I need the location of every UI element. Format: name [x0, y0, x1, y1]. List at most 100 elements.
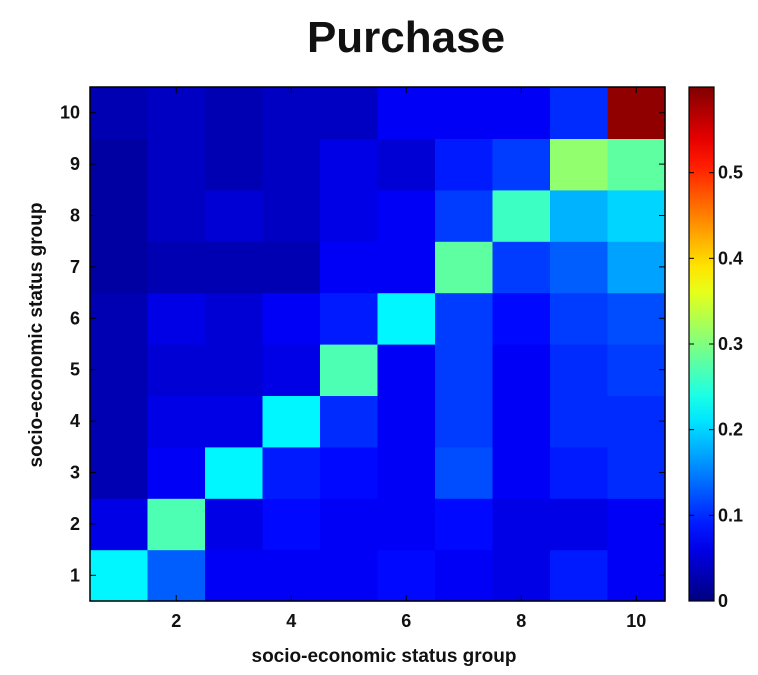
heatmap-cell-6-4 [377, 395, 436, 448]
heatmap-cell-4-7 [262, 241, 321, 294]
heatmap-cell-7-7 [435, 241, 494, 294]
heatmap-cell-5-3 [320, 446, 379, 499]
chart-title: Purchase [307, 13, 505, 62]
heatmap-cell-1-3 [90, 446, 149, 499]
heatmap-cell-9-9 [550, 138, 609, 191]
x-axis-label: socio-economic status group [252, 646, 517, 667]
y-tick-label: 7 [70, 257, 80, 277]
heatmap-cell-3-4 [205, 395, 264, 448]
heatmap-cell-1-9 [90, 138, 149, 191]
heatmap-cell-2-7 [147, 241, 206, 294]
heatmap-cell-10-4 [607, 395, 666, 448]
heatmap-cell-9-8 [550, 189, 609, 242]
heatmap-cell-1-7 [90, 241, 149, 294]
heatmap-cell-6-7 [377, 241, 436, 294]
heatmap-cell-6-8 [377, 189, 436, 242]
heatmap-cell-7-9 [435, 138, 494, 191]
heatmap-cell-3-6 [205, 292, 264, 345]
heatmap-cell-10-9 [607, 138, 666, 191]
heatmap-cell-7-5 [435, 344, 494, 396]
heatmap-cell-3-9 [205, 138, 264, 191]
heatmap-cell-8-1 [492, 549, 551, 602]
heatmap-cell-2-9 [147, 138, 206, 191]
heatmap-cell-4-10 [262, 87, 321, 139]
heatmap-cell-9-3 [550, 446, 609, 499]
heatmap-cell-10-1 [607, 549, 666, 602]
heatmap-cell-6-3 [377, 446, 436, 499]
heatmap-cell-8-5 [492, 344, 551, 396]
y-tick-label: 4 [70, 411, 80, 431]
y-tick-label: 9 [70, 154, 80, 174]
heatmap-cell-4-4 [262, 395, 321, 448]
heatmap-cell-10-7 [607, 241, 666, 294]
heatmap-cell-1-5 [90, 344, 149, 396]
heatmap-cell-2-6 [147, 292, 206, 345]
heatmap-cell-5-4 [320, 395, 379, 448]
heatmap-cell-2-1 [147, 549, 206, 602]
heatmap-cell-2-3 [147, 446, 206, 499]
heatmap-cell-8-10 [492, 87, 551, 139]
heatmap-cell-4-6 [262, 292, 321, 345]
heatmap-cell-6-6 [377, 292, 436, 345]
heatmap-cell-7-6 [435, 292, 494, 345]
heatmap-cell-3-10 [205, 87, 264, 139]
heatmap-cell-5-2 [320, 498, 379, 551]
heatmap-cell-5-6 [320, 292, 379, 345]
heatmap-cell-5-7 [320, 241, 379, 294]
heatmap-cell-5-5 [320, 344, 379, 396]
heatmap-cell-7-8 [435, 189, 494, 242]
heatmap-cell-10-10 [607, 87, 666, 139]
heatmap-cell-2-4 [147, 395, 206, 448]
y-tick-label: 5 [70, 360, 80, 380]
colorbar-tick-label: 0.2 [718, 420, 743, 440]
heatmap-cell-10-2 [607, 498, 666, 551]
heatmap-cell-4-1 [262, 549, 321, 602]
heatmap-cell-9-10 [550, 87, 609, 139]
colorbar-tick-label: 0.3 [718, 334, 743, 354]
heatmap-cell-3-8 [205, 189, 264, 242]
heatmap-cell-3-1 [205, 549, 264, 602]
heatmap-cell-1-8 [90, 189, 149, 242]
plot-frame [89, 86, 666, 602]
heatmap-cell-2-5 [147, 344, 206, 396]
heatmap-cell-3-5 [205, 344, 264, 396]
heatmap-cell-8-8 [492, 189, 551, 242]
colorbar-tick-label: 0.4 [718, 248, 743, 268]
heatmap-cell-8-2 [492, 498, 551, 551]
heatmap-cell-6-5 [377, 344, 436, 396]
y-tick-label: 2 [70, 514, 80, 534]
x-tick-label: 10 [626, 611, 646, 631]
heatmap-cell-2-8 [147, 189, 206, 242]
heatmap-cell-9-4 [550, 395, 609, 448]
heatmap-cell-10-6 [607, 292, 666, 345]
heatmap-cell-5-10 [320, 87, 379, 139]
y-tick-label: 1 [70, 565, 80, 585]
heatmap-cell-5-9 [320, 138, 379, 191]
heatmap-cell-1-6 [90, 292, 149, 345]
heatmap-cell-4-5 [262, 344, 321, 396]
heatmap-cell-6-1 [377, 549, 436, 602]
y-axis-ticks: 1 2 3 4 5 6 7 8 9 10 [60, 103, 665, 585]
heatmap-cell-7-3 [435, 446, 494, 499]
heatmap-cell-6-10 [377, 87, 436, 139]
y-tick-label: 8 [70, 206, 80, 226]
heatmap-cell-4-8 [262, 189, 321, 242]
heatmap-cell-1-10 [90, 87, 149, 139]
heatmap-cell-9-7 [550, 241, 609, 294]
heatmap-cell-4-9 [262, 138, 321, 191]
heatmap-cells [90, 87, 666, 602]
y-tick-label: 3 [70, 463, 80, 483]
heatmap-cell-4-3 [262, 446, 321, 499]
heatmap-cell-2-2 [147, 498, 206, 551]
y-axis-label: socio-economic status group [26, 203, 47, 468]
heatmap-cell-6-9 [377, 138, 436, 191]
heatmap-cell-7-1 [435, 549, 494, 602]
colorbar: 0 0.1 0.2 0.3 0.4 0.5 [688, 86, 743, 611]
heatmap-cell-10-5 [607, 344, 666, 396]
heatmap-cell-8-9 [492, 138, 551, 191]
x-tick-label: 2 [171, 611, 181, 631]
heatmap-cell-1-2 [90, 498, 149, 551]
y-tick-label: 6 [70, 308, 80, 328]
